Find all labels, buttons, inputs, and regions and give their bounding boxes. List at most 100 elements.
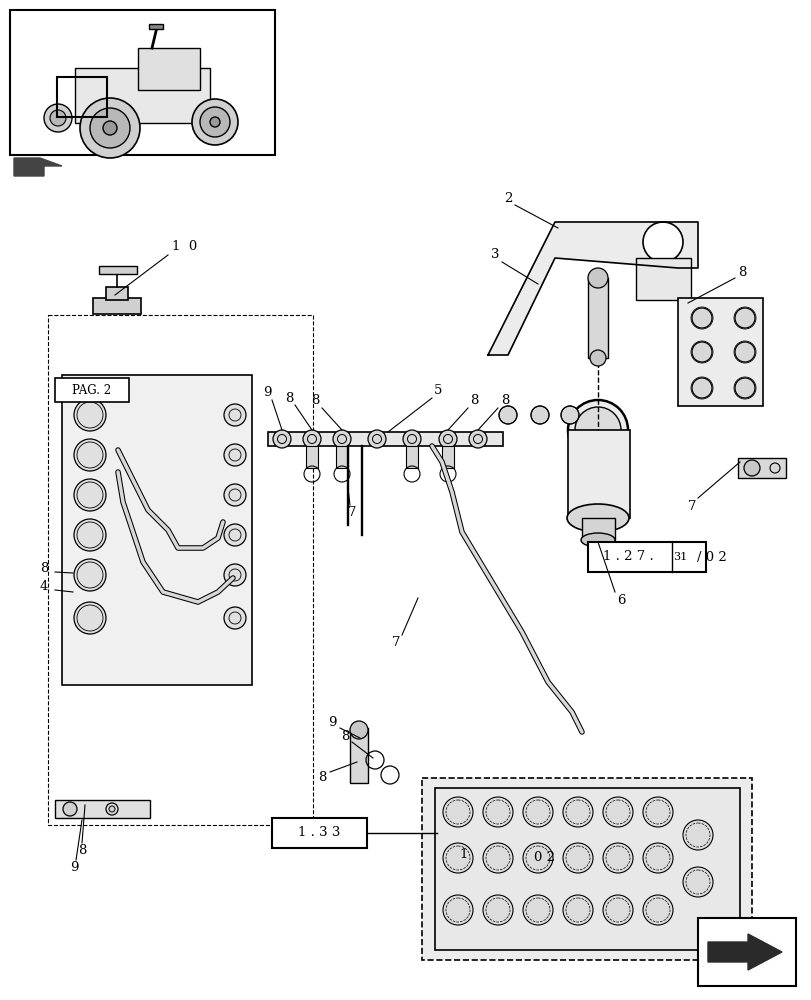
Text: 6: 6 (616, 593, 624, 606)
Text: 1  0: 1 0 (172, 240, 197, 253)
Bar (406, 446, 418, 468)
Circle shape (734, 342, 754, 362)
Bar (635, 258, 690, 300)
Circle shape (63, 802, 77, 816)
Text: 31: 31 (672, 552, 686, 562)
Ellipse shape (581, 533, 614, 547)
Text: 5: 5 (433, 384, 442, 397)
Circle shape (303, 430, 320, 448)
Circle shape (224, 444, 246, 466)
Ellipse shape (574, 407, 620, 453)
Circle shape (103, 121, 117, 135)
Bar (99, 266, 137, 274)
Circle shape (642, 797, 672, 827)
Bar (268, 432, 502, 446)
Circle shape (224, 524, 246, 546)
Circle shape (562, 895, 592, 925)
Circle shape (483, 895, 513, 925)
Text: 8: 8 (737, 265, 745, 278)
Circle shape (80, 98, 139, 158)
Circle shape (734, 378, 754, 398)
Circle shape (691, 308, 711, 328)
Text: 0 2: 0 2 (534, 851, 555, 864)
Polygon shape (707, 934, 781, 970)
Circle shape (333, 430, 350, 448)
Bar (272, 818, 367, 848)
Bar (422, 778, 751, 960)
Bar (57, 77, 107, 117)
Circle shape (224, 564, 246, 586)
Text: 2: 2 (503, 192, 512, 205)
Circle shape (642, 895, 672, 925)
Polygon shape (487, 222, 697, 355)
Text: 8: 8 (470, 394, 478, 408)
Circle shape (469, 430, 487, 448)
Text: 1 . 3 3: 1 . 3 3 (298, 826, 340, 839)
Circle shape (443, 797, 473, 827)
Bar (48, 315, 312, 825)
Circle shape (109, 806, 115, 812)
Bar (587, 278, 607, 358)
Text: 9: 9 (328, 716, 336, 728)
Circle shape (74, 399, 106, 431)
Ellipse shape (568, 400, 627, 460)
Text: 8: 8 (317, 771, 326, 784)
Circle shape (74, 439, 106, 471)
Circle shape (691, 342, 711, 362)
Text: 3: 3 (490, 248, 499, 261)
Circle shape (560, 406, 578, 424)
Circle shape (402, 430, 420, 448)
Bar (148, 24, 163, 29)
Text: 8: 8 (78, 844, 86, 857)
Circle shape (562, 797, 592, 827)
Text: 8: 8 (341, 730, 349, 742)
Circle shape (603, 895, 633, 925)
Circle shape (562, 843, 592, 873)
Bar (336, 446, 348, 468)
Circle shape (603, 843, 633, 873)
Circle shape (691, 378, 711, 398)
Circle shape (443, 895, 473, 925)
Circle shape (439, 430, 457, 448)
Circle shape (483, 797, 513, 827)
Bar (697, 918, 795, 986)
Bar (568, 430, 629, 518)
Bar (55, 800, 150, 818)
Circle shape (443, 843, 473, 873)
Bar (10, 10, 275, 155)
Ellipse shape (566, 504, 629, 532)
Bar (62, 375, 251, 685)
Text: 9: 9 (263, 386, 271, 399)
Circle shape (50, 110, 66, 126)
Text: 1 . 2 7 .: 1 . 2 7 . (602, 550, 653, 564)
Text: / 0 2: / 0 2 (697, 550, 726, 564)
Circle shape (200, 107, 230, 137)
Bar (441, 446, 453, 468)
Circle shape (734, 308, 754, 328)
Circle shape (522, 843, 552, 873)
Circle shape (682, 867, 712, 897)
Bar (106, 287, 128, 300)
Bar (93, 298, 141, 314)
Text: 8: 8 (285, 391, 293, 404)
Text: 8: 8 (40, 562, 48, 576)
Text: 9: 9 (70, 861, 78, 874)
Circle shape (224, 484, 246, 506)
Text: 8: 8 (500, 394, 508, 408)
Bar (306, 446, 318, 468)
Text: 8: 8 (311, 394, 319, 408)
Circle shape (642, 222, 682, 262)
Circle shape (44, 104, 72, 132)
Circle shape (191, 99, 238, 145)
Circle shape (682, 820, 712, 850)
Text: 1: 1 (459, 848, 468, 861)
Text: 4: 4 (40, 580, 48, 592)
Circle shape (522, 797, 552, 827)
Polygon shape (14, 158, 62, 176)
Bar (435, 788, 739, 950)
Circle shape (499, 406, 517, 424)
Circle shape (590, 350, 605, 366)
Bar (677, 298, 762, 406)
Circle shape (272, 430, 290, 448)
Circle shape (224, 607, 246, 629)
